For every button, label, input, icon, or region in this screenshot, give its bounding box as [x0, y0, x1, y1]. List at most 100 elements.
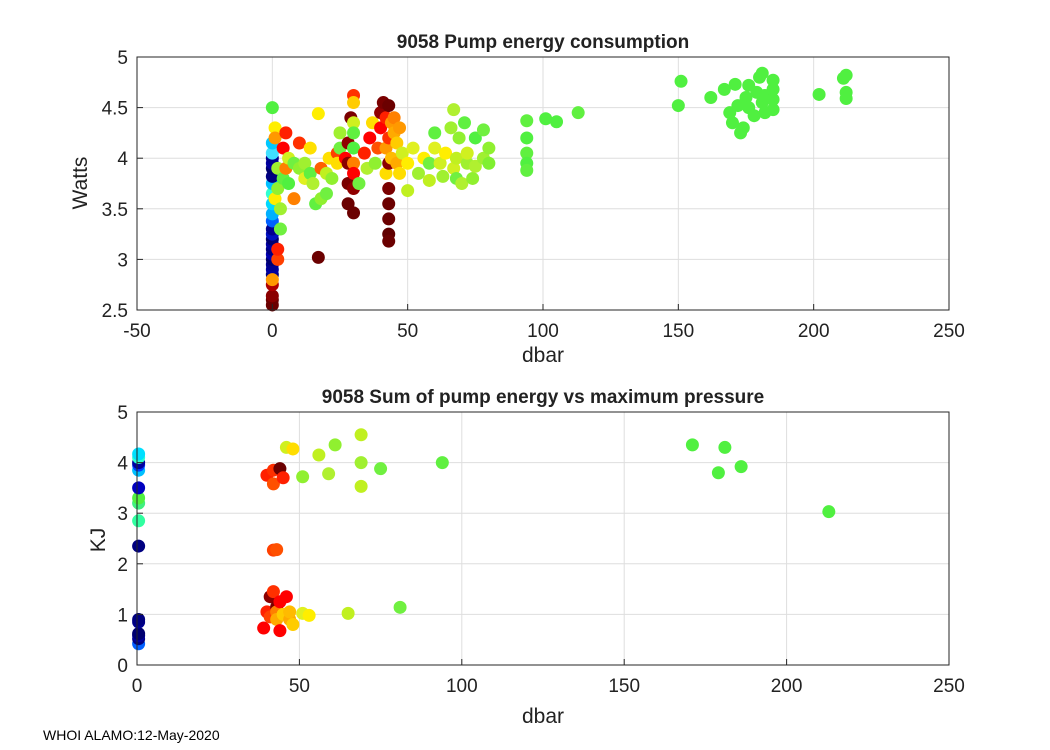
data-point — [325, 171, 339, 185]
data-point — [279, 590, 293, 604]
data-point — [132, 539, 146, 553]
data-point — [347, 206, 361, 220]
data-point — [411, 166, 425, 180]
data-point — [347, 96, 361, 110]
x-tick-label: 0 — [267, 321, 278, 342]
data-point — [347, 166, 361, 180]
data-point — [422, 173, 436, 187]
data-point — [273, 202, 287, 216]
data-point — [319, 187, 333, 201]
data-point — [747, 109, 761, 123]
data-point — [341, 606, 355, 620]
data-point — [704, 90, 718, 104]
data-point — [268, 192, 282, 206]
data-point — [460, 146, 474, 160]
data-point — [711, 466, 725, 480]
data-point — [286, 618, 300, 632]
x-tick-label: 200 — [771, 676, 803, 697]
y-tick-label: 3.5 — [102, 200, 128, 221]
data-point — [395, 146, 409, 160]
data-point — [311, 250, 325, 264]
data-point — [282, 177, 296, 190]
data-point — [347, 116, 361, 130]
data-point — [674, 74, 688, 88]
data-point — [303, 166, 317, 180]
data-point — [374, 462, 388, 476]
data-point — [393, 121, 407, 135]
data-point — [734, 460, 748, 474]
data-point — [822, 505, 836, 519]
data-point — [268, 131, 282, 145]
data-point — [266, 585, 280, 599]
y-tick-label: 2.5 — [102, 301, 128, 322]
data-point — [468, 131, 482, 145]
data-point — [132, 627, 146, 641]
x-tick-label: 250 — [933, 676, 965, 697]
footer-credit: WHOI ALAMO:12-May-2020 — [43, 727, 220, 743]
ticks-top: -50 0 50 100 150 200 250 2.5 3 3.5 4 4.5 5 — [102, 48, 965, 342]
data-point — [812, 87, 826, 101]
data-point — [839, 68, 853, 82]
data-point — [436, 169, 450, 183]
data-point — [571, 106, 585, 120]
x-tick-label: 150 — [662, 321, 694, 342]
y-tick-label: 4 — [117, 149, 128, 170]
y-tick-label: 2 — [117, 555, 128, 576]
data-point — [725, 116, 739, 130]
data-point — [312, 448, 326, 462]
data-point — [766, 82, 780, 96]
data-point — [382, 234, 396, 248]
points-bottom — [132, 428, 836, 651]
data-point — [731, 99, 745, 113]
data-point — [347, 156, 361, 170]
data-point — [717, 82, 731, 96]
data-point — [520, 163, 534, 177]
data-point — [466, 171, 480, 185]
data-point — [354, 479, 368, 493]
data-point — [520, 146, 534, 160]
x-tick-label: 200 — [798, 321, 830, 342]
data-point — [736, 121, 750, 135]
data-point — [276, 471, 290, 485]
data-point — [452, 131, 466, 145]
chart-title-bottom: 9058 Sum of pump energy vs maximum press… — [322, 387, 764, 408]
data-point — [406, 141, 420, 155]
points-top — [265, 66, 853, 312]
data-point — [401, 184, 415, 198]
data-point — [132, 481, 146, 495]
data-point — [352, 177, 366, 190]
x-tick-label: 100 — [527, 321, 559, 342]
data-point — [766, 93, 780, 107]
energy-sum-plot: 0 50 100 150 200 250 0 1 2 3 4 5 9058 Sum of pump e… — [87, 387, 965, 728]
data-point — [393, 166, 407, 180]
data-point — [449, 151, 463, 165]
energy-consumption-plot: -50 0 50 100 150 200 250 2.5 3 3.5 4 4.5 5 9058 Pump… — [69, 32, 965, 367]
y-tick-label: 3 — [117, 250, 128, 271]
data-point — [393, 600, 407, 614]
data-point — [476, 123, 490, 137]
data-point — [368, 156, 382, 170]
data-point — [276, 141, 290, 155]
data-point — [287, 192, 301, 206]
data-point — [311, 107, 325, 121]
x-tick-label: 150 — [608, 676, 640, 697]
y-axis-label-bottom: KJ — [87, 528, 110, 553]
data-point — [347, 141, 361, 155]
data-point — [298, 156, 312, 170]
data-point — [357, 146, 371, 160]
data-point — [390, 156, 404, 170]
x-axis-label-bottom: dbar — [522, 705, 564, 728]
data-point — [455, 177, 469, 190]
data-point — [303, 141, 317, 155]
data-point — [685, 438, 699, 452]
data-point — [422, 156, 436, 170]
data-point — [539, 112, 553, 126]
data-point — [447, 103, 461, 117]
y-tick-label: 1 — [117, 605, 128, 626]
data-point — [379, 166, 393, 180]
data-point — [766, 73, 780, 87]
data-point — [271, 242, 285, 256]
data-point — [401, 156, 415, 170]
data-point — [296, 470, 310, 484]
